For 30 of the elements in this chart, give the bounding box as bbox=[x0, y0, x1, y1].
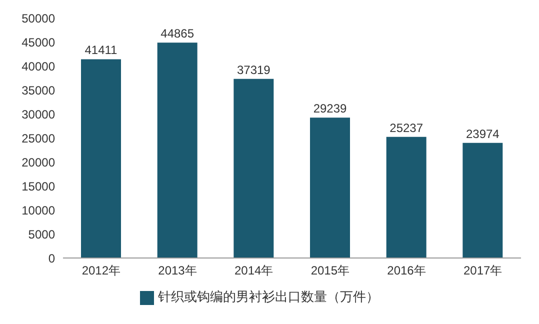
x-tick-label: 2012年 bbox=[82, 264, 121, 278]
y-tick-label: 15000 bbox=[22, 179, 56, 194]
legend-label: 针织或钩编的男衬衫出口数量（万件） bbox=[158, 289, 379, 304]
data-label: 25237 bbox=[390, 120, 424, 135]
bar bbox=[310, 118, 350, 258]
data-label: 41411 bbox=[84, 43, 118, 58]
x-tick-label: 2013年 bbox=[158, 264, 197, 278]
y-tick-label: 0 bbox=[48, 251, 56, 266]
x-tick-label: 2017年 bbox=[463, 264, 502, 278]
y-tick-label: 20000 bbox=[22, 155, 56, 170]
bar bbox=[81, 59, 121, 258]
x-tick-label: 2016年 bbox=[387, 264, 426, 278]
data-label: 44865 bbox=[160, 26, 194, 41]
y-tick-label: 30000 bbox=[22, 107, 56, 122]
data-label: 23974 bbox=[466, 126, 500, 141]
y-tick-label: 5000 bbox=[28, 227, 56, 242]
bar bbox=[157, 42, 198, 258]
y-tick-label: 50000 bbox=[22, 11, 56, 26]
bar bbox=[462, 142, 503, 258]
y-tick-label: 10000 bbox=[22, 203, 56, 218]
bar bbox=[234, 78, 274, 258]
y-tick-label: 25000 bbox=[22, 131, 56, 146]
y-tick-label: 45000 bbox=[22, 35, 56, 50]
y-tick-label: 35000 bbox=[22, 83, 56, 98]
bar bbox=[386, 136, 426, 258]
x-tick-label: 2015年 bbox=[310, 264, 350, 278]
data-label: 29239 bbox=[313, 102, 348, 116]
x-tick-label: 2014年 bbox=[234, 264, 274, 278]
data-label: 37319 bbox=[236, 62, 271, 77]
y-tick-label: 40000 bbox=[22, 59, 56, 74]
